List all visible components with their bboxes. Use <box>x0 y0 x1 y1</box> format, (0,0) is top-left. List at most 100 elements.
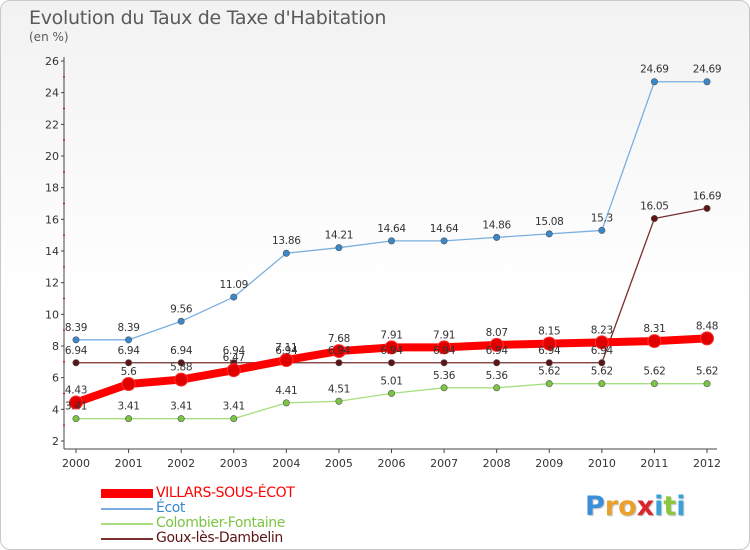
data-point-goux <box>703 204 711 212</box>
data-point-goux <box>545 359 553 367</box>
data-point-colombier <box>282 399 290 407</box>
data-label-ecot: 14.86 <box>482 219 511 231</box>
data-label-goux: 6.94 <box>275 345 298 357</box>
data-point-goux <box>72 359 80 367</box>
data-point-ecot <box>72 336 80 344</box>
legend-swatch-villars <box>101 489 153 498</box>
data-point-ecot <box>125 336 133 344</box>
logo-letter: r <box>604 491 619 522</box>
data-label-colombier: 4.51 <box>328 383 350 395</box>
data-point-ecot <box>703 78 711 86</box>
data-label-villars: 7.11 <box>275 342 297 354</box>
data-label-colombier: 4.41 <box>275 385 297 397</box>
data-label-colombier: 3.41 <box>223 401 245 413</box>
data-point-villars <box>700 331 714 346</box>
data-label-ecot: 15.3 <box>591 212 613 224</box>
legend-label-ecot: Écot <box>156 500 185 516</box>
logo-letter: o <box>618 491 637 522</box>
data-point-colombier <box>440 384 448 392</box>
series-line-ecot <box>75 81 708 341</box>
data-label-colombier: 5.36 <box>486 370 509 382</box>
data-point-villars <box>174 372 189 387</box>
data-point-ecot <box>545 230 553 238</box>
data-point-villars <box>647 334 662 349</box>
data-point-ecot <box>650 78 658 86</box>
data-point-colombier <box>230 415 238 423</box>
data-point-ecot <box>493 233 501 241</box>
y-tick-label: 2 <box>52 435 59 448</box>
data-label-villars: 5.6 <box>121 366 137 378</box>
data-label-villars: 8.48 <box>696 320 718 332</box>
legend-label-colombier: Colombier-Fontaine <box>156 515 285 531</box>
data-point-villars <box>69 395 83 410</box>
data-label-ecot: 8.39 <box>65 322 87 334</box>
x-tick-label: 2004 <box>272 457 300 470</box>
y-tick-label: 14 <box>45 245 59 258</box>
data-label-colombier: 3.41 <box>117 401 139 413</box>
data-label-villars: 8.31 <box>643 323 665 335</box>
data-point-ecot <box>282 249 290 257</box>
data-point-villars <box>594 335 609 350</box>
data-label-goux: 16.69 <box>693 190 722 202</box>
logo-letter: t <box>663 491 677 522</box>
data-point-goux <box>335 359 343 367</box>
data-label-colombier: 5.36 <box>433 370 456 382</box>
data-label-goux: 16.05 <box>640 201 669 213</box>
data-point-colombier <box>650 380 658 388</box>
data-label-villars: 7.91 <box>380 329 402 341</box>
chart-title: Evolution du Taux de Taxe d'Habitation <box>29 7 387 29</box>
y-tick-label: 12 <box>45 277 59 290</box>
x-tick-label: 2012 <box>693 457 721 470</box>
chart-subtitle: (en %) <box>29 30 69 44</box>
data-point-villars <box>331 344 346 359</box>
data-point-ecot <box>387 237 395 245</box>
y-tick-label: 4 <box>52 403 59 416</box>
data-point-villars <box>384 340 399 355</box>
data-label-ecot: 14.21 <box>325 230 354 242</box>
data-point-goux <box>493 359 501 367</box>
data-point-goux <box>387 359 395 367</box>
data-label-ecot: 24.69 <box>693 64 722 76</box>
logo-letter: i <box>676 491 686 522</box>
y-tick-label: 22 <box>45 118 59 131</box>
data-label-colombier: 5.62 <box>696 366 718 378</box>
data-label-goux: 6.94 <box>538 345 561 357</box>
data-point-colombier <box>72 415 80 423</box>
data-label-ecot: 24.69 <box>640 64 669 76</box>
data-point-villars <box>542 336 557 351</box>
data-label-colombier: 3.41 <box>170 401 192 413</box>
legend-swatch-goux <box>101 538 153 540</box>
legend-label-goux: Goux-lès-Dambelin <box>156 530 283 546</box>
data-point-villars <box>121 377 136 391</box>
data-point-ecot <box>177 317 185 325</box>
data-label-villars: 8.15 <box>538 326 560 338</box>
data-point-colombier <box>493 384 501 392</box>
data-point-colombier <box>387 389 395 397</box>
data-label-goux: 6.94 <box>65 345 88 357</box>
data-label-ecot: 11.09 <box>219 279 248 291</box>
legend-label-villars: VILLARS-SOUS-ÉCOT <box>156 485 295 501</box>
data-point-goux <box>598 359 606 367</box>
data-label-villars: 4.43 <box>65 385 87 397</box>
legend-swatch-colombier <box>101 523 153 525</box>
data-label-goux: 6.94 <box>486 345 509 357</box>
x-tick-label: 2001 <box>115 457 143 470</box>
y-tick-label: 24 <box>45 87 59 100</box>
data-label-colombier: 5.62 <box>538 366 560 378</box>
data-label-ecot: 14.64 <box>430 223 459 235</box>
y-tick-label: 10 <box>45 308 59 321</box>
data-point-ecot <box>335 244 343 252</box>
data-label-villars: 7.91 <box>433 329 455 341</box>
data-point-goux <box>440 359 448 367</box>
data-point-colombier <box>703 380 711 388</box>
data-label-villars: 5.88 <box>170 362 192 374</box>
x-tick-label: 2011 <box>640 457 668 470</box>
data-point-colombier <box>598 380 606 388</box>
x-tick-label: 2008 <box>483 457 511 470</box>
data-point-villars <box>279 353 294 368</box>
data-point-ecot <box>440 237 448 245</box>
data-point-colombier <box>335 397 343 405</box>
data-label-goux: 6.94 <box>433 345 456 357</box>
